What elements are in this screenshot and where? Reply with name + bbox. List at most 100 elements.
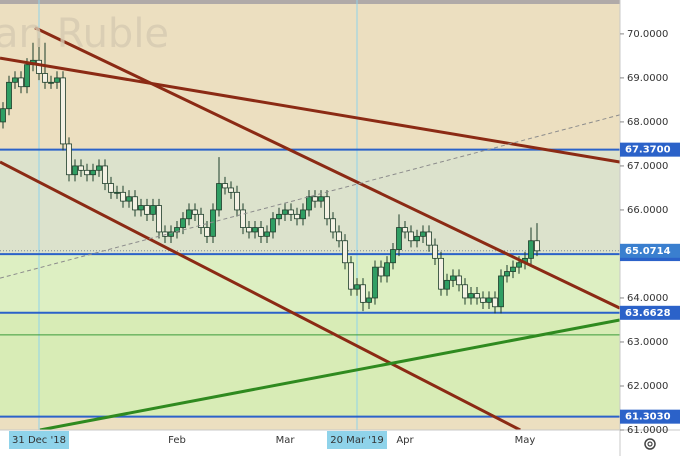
candle-body [534, 240, 540, 252]
x-tick-label: Feb [168, 435, 186, 446]
candle-body [120, 191, 126, 202]
candle-body [144, 205, 150, 215]
candle-body [498, 275, 504, 308]
candle-body [138, 205, 144, 211]
candle-body [210, 209, 216, 237]
candle-body [528, 240, 534, 259]
candle-body [18, 77, 24, 88]
price-tag-label: 65.0714 [625, 246, 671, 257]
trend-line [34, 26, 620, 310]
candle-body [24, 64, 30, 88]
price-tag [620, 243, 680, 258]
candle-body [336, 231, 342, 242]
y-tick-label: 70.0000 [627, 29, 668, 40]
date-marker-tag [327, 431, 387, 449]
candle-body [372, 266, 378, 299]
candle-body [36, 59, 42, 74]
y-tick-label: 67.0000 [627, 161, 668, 172]
candle-body [480, 297, 486, 303]
candle-body [414, 235, 420, 242]
candle-body [276, 213, 282, 220]
candle-body [456, 275, 462, 286]
candle-body [114, 191, 120, 194]
candle-body [366, 297, 372, 303]
y-tick-label: 62.0000 [627, 381, 668, 392]
plot-area: an Ruble [0, 0, 620, 430]
candle-body [54, 77, 60, 83]
candle-body [324, 196, 330, 220]
candle-body [78, 165, 84, 171]
candle-body [0, 108, 6, 123]
candle-body [504, 271, 510, 277]
candle-body [168, 231, 174, 237]
candle-body [12, 77, 18, 83]
candle-body [192, 209, 198, 215]
time-axis [0, 430, 620, 456]
y-tick-label: 63.0000 [627, 337, 668, 348]
candle-body [252, 227, 258, 233]
trend-line [0, 114, 620, 279]
candle-body [96, 165, 102, 171]
watermark: an Ruble [0, 11, 169, 57]
candle-body [288, 209, 294, 215]
candle-body [60, 77, 66, 145]
y-tick-label: 61.0000 [627, 425, 668, 436]
trend-line [39, 318, 620, 430]
candle-body [300, 209, 306, 220]
price-tag [620, 305, 680, 320]
candle-body [246, 227, 252, 233]
candle-body [282, 209, 288, 215]
candle-body [186, 209, 192, 220]
candle-body [264, 231, 270, 237]
candle-body [396, 227, 402, 250]
candle-body [132, 196, 138, 211]
x-tick-label: Apr [396, 435, 414, 446]
candle-body [102, 165, 108, 184]
candle-body [348, 262, 354, 290]
y-tick-label: 66.0000 [627, 205, 668, 216]
candle-body [402, 227, 408, 233]
candle-body [108, 183, 114, 193]
gear-icon [647, 441, 653, 447]
candle-body [450, 275, 456, 281]
candle-body [204, 227, 210, 237]
y-tick-label: 69.0000 [627, 73, 668, 84]
candle-body [342, 240, 348, 264]
candle-body [180, 218, 186, 228]
candle-body [438, 257, 444, 290]
candle-body [198, 213, 204, 228]
settings-button[interactable] [644, 438, 656, 450]
candle-body [234, 191, 240, 211]
price-tag [620, 142, 680, 157]
candle-body [228, 187, 234, 193]
candle-body [126, 196, 132, 202]
candle-body [408, 231, 414, 242]
candle-body [426, 231, 432, 246]
top-band [0, 0, 620, 4]
x-tick-label: 20 Mar '19 [330, 435, 383, 446]
y-tick-label: 68.0000 [627, 117, 668, 128]
candle-body [306, 196, 312, 211]
candle-body [294, 213, 300, 220]
price-tag-label: 63.6628 [625, 308, 671, 319]
candle-body [390, 249, 396, 264]
zone [0, 312, 620, 417]
price-tag-label: 67.3700 [625, 145, 671, 156]
candle-body [432, 244, 438, 259]
candle-body [150, 205, 156, 215]
candle-body [462, 284, 468, 299]
candle-body [474, 293, 480, 299]
candle-body [468, 293, 474, 299]
date-marker-tag [9, 431, 69, 449]
candle-body [42, 73, 48, 83]
candle-body [492, 297, 498, 308]
candle-body [270, 218, 276, 233]
candle-body [378, 266, 384, 277]
candle-body [6, 81, 12, 110]
candle-body [240, 209, 246, 228]
candle-body [444, 279, 450, 290]
price-tag-label: 61.3030 [625, 412, 671, 423]
candle-body [48, 81, 54, 84]
trend-line [0, 56, 620, 164]
candle-body [318, 196, 324, 202]
